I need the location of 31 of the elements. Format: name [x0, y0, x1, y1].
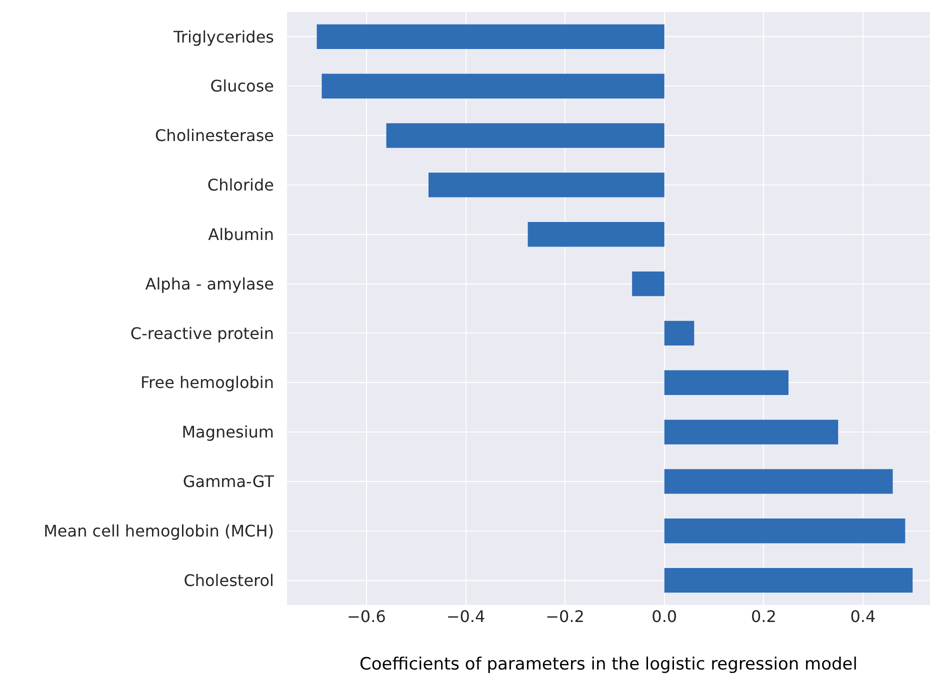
- y-tick-label: Triglycerides: [172, 27, 274, 46]
- y-tick-label: Free hemoglobin: [140, 373, 274, 392]
- y-tick-label: Albumin: [208, 224, 274, 244]
- bar: [664, 420, 838, 444]
- y-tick-label: Magnesium: [182, 422, 274, 442]
- bar: [664, 370, 788, 395]
- x-tick-label: −0.4: [446, 607, 486, 626]
- y-tick-label: Alpha - amylase: [145, 274, 274, 294]
- y-tick-label: Glucose: [210, 76, 274, 96]
- bar: [632, 271, 664, 296]
- x-axis-title: Coefficients of parameters in the logistic regression model: [360, 654, 858, 674]
- bar: [428, 172, 664, 198]
- bar: [664, 320, 694, 346]
- x-tick-label: 0.4: [850, 607, 876, 626]
- bar: [322, 74, 664, 98]
- y-tick-label: C-reactive protein: [130, 324, 274, 343]
- y-tick-label: Cholesterol: [184, 570, 274, 590]
- bar: [316, 24, 664, 50]
- x-tick-label: 0.2: [750, 607, 776, 626]
- y-tick-label: Gamma-GT: [182, 472, 274, 492]
- bar: [386, 123, 664, 148]
- bar: [664, 568, 913, 593]
- y-tick-label: Mean cell hemoglobin (MCH): [44, 521, 274, 540]
- bar: [528, 222, 664, 247]
- y-tick-label: Chloride: [207, 176, 274, 195]
- bar: [664, 469, 893, 494]
- x-tick-label: 0.0: [652, 607, 678, 626]
- x-tick-label: −0.2: [546, 607, 584, 626]
- y-tick-label: Cholinesterase: [155, 126, 274, 146]
- bar: [664, 518, 906, 544]
- x-tick-label: −0.6: [347, 607, 386, 626]
